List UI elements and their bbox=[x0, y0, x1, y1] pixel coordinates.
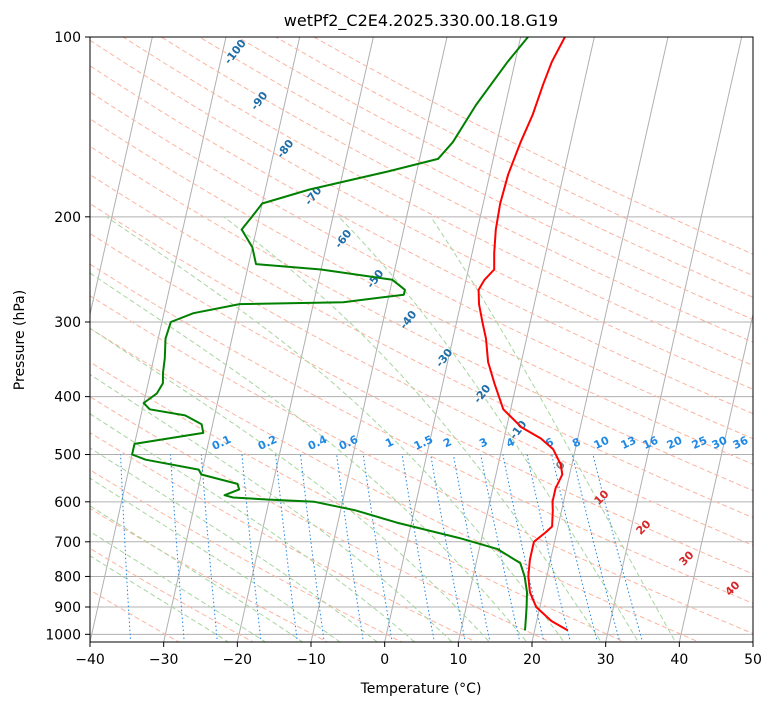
y-tick-label: 1000 bbox=[45, 627, 81, 643]
y-axis-label: Pressure (hPa) bbox=[12, 290, 28, 390]
plot-area bbox=[90, 37, 753, 642]
x-tick-label: −30 bbox=[149, 652, 179, 668]
x-tick-label: 0 bbox=[380, 652, 389, 668]
y-tick-label: 500 bbox=[54, 448, 81, 464]
y-tick-label: 600 bbox=[54, 495, 81, 511]
y-tick-label: 300 bbox=[54, 315, 81, 331]
x-tick-label: 50 bbox=[744, 652, 762, 668]
y-tick-label: 200 bbox=[54, 210, 81, 226]
chart-title: wetPf2_C2E4.2025.330.00.18.G19 bbox=[284, 11, 558, 31]
y-tick-label: 800 bbox=[54, 569, 81, 585]
x-tick-label: −10 bbox=[296, 652, 326, 668]
x-tick-label: 30 bbox=[597, 652, 615, 668]
y-tick-label: 700 bbox=[54, 535, 81, 551]
x-tick-label: −40 bbox=[75, 652, 105, 668]
x-tick-label: 10 bbox=[449, 652, 467, 668]
x-axis-label: Temperature (°C) bbox=[360, 681, 482, 697]
x-tick-label: −20 bbox=[223, 652, 253, 668]
y-tick-label: 900 bbox=[54, 600, 81, 616]
x-tick-label: 40 bbox=[670, 652, 688, 668]
y-tick-label: 400 bbox=[54, 390, 81, 406]
x-tick-label: 20 bbox=[523, 652, 541, 668]
y-tick-label: 100 bbox=[54, 30, 81, 46]
